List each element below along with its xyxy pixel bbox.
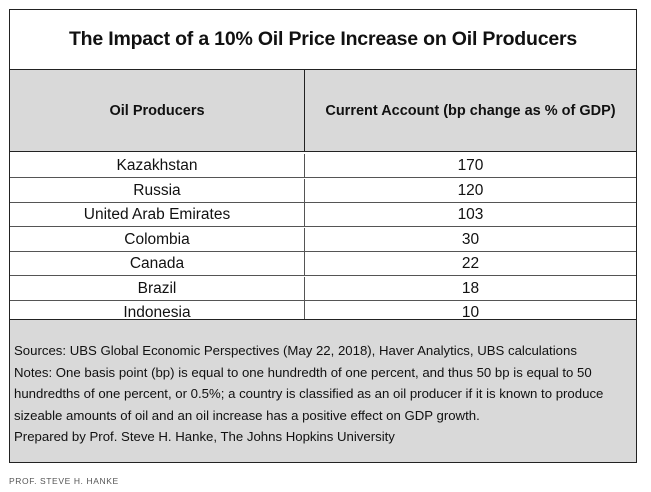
value-cell: 103: [457, 206, 484, 223]
producer-cell: Brazil: [10, 277, 305, 301]
producer-cell: Colombia: [10, 228, 305, 252]
producer-cell: Indonesia: [10, 301, 305, 325]
notes-section: Sources: UBS Global Economic Perspective…: [10, 319, 636, 462]
table-row: Indonesia 10: [10, 301, 636, 325]
table-row: Kazakhstan 170: [10, 154, 636, 178]
prepared-by-line: Prepared by Prof. Steve H. Hanke, The Jo…: [14, 429, 395, 445]
header-oil-producers: Oil Producers: [10, 70, 305, 151]
notes-line: hundredths of one percent, or 0.5%; a co…: [14, 386, 604, 402]
notes-line: sizeable amounts of oil and an oil incre…: [14, 407, 480, 423]
sources-line: Sources: UBS Global Economic Perspective…: [14, 343, 577, 358]
table-row: United Arab Emirates 103: [10, 203, 636, 227]
table-frame: The Impact of a 10% Oil Price Increase o…: [9, 9, 637, 463]
value-cell: 22: [461, 255, 480, 272]
table-body: Kazakhstan 170 Russia 120 United Arab Em…: [10, 152, 636, 325]
table-row: Canada 22: [10, 252, 636, 276]
value-cell: 18: [461, 280, 480, 297]
producer-cell: Canada: [10, 252, 305, 276]
value-cell: 120: [457, 182, 484, 199]
producer-cell: Kazakhstan: [10, 154, 305, 178]
notes-line: Notes: One basis point (bp) is equal to …: [14, 364, 592, 380]
producer-cell: United Arab Emirates: [10, 203, 305, 227]
header-current-account: Current Account (bp change as % of GDP): [325, 102, 616, 119]
value-cell: 10: [461, 304, 480, 321]
table-row: Brazil 18: [10, 277, 636, 301]
table-row: Russia 120: [10, 179, 636, 203]
producer-cell: Russia: [10, 179, 305, 203]
value-cell: 170: [457, 157, 484, 174]
value-cell: 30: [461, 231, 480, 248]
table-header: Oil Producers Current Account (bp change…: [10, 70, 636, 152]
author-credit: PROF. STEVE H. HANKE: [9, 476, 119, 486]
table-title: The Impact of a 10% Oil Price Increase o…: [10, 10, 636, 70]
table-row: Colombia 30: [10, 228, 636, 252]
